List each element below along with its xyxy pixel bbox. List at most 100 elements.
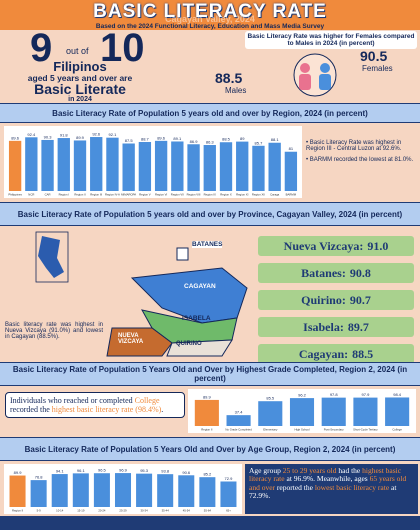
- x-tick-label: Region VIII: [187, 193, 201, 197]
- value-label: 89.6: [11, 135, 20, 140]
- bar: [73, 140, 87, 191]
- highlight-text: 25 to 29 years old: [282, 466, 337, 475]
- age-chart: 89.9 Region II 76.8 5-9 94.1 10-14 96.1 15-19 96…: [4, 464, 242, 514]
- bar: [93, 473, 110, 507]
- x-tick-label: Post-Secondary: [324, 428, 345, 432]
- hero-number: 10: [100, 26, 145, 70]
- x-tick-label: 35-44: [162, 509, 170, 513]
- map-label: NUEVA VIZCAYA: [118, 333, 144, 345]
- value-label: 96.2: [298, 393, 307, 398]
- province-value: 91.0: [367, 238, 389, 253]
- value-label: 86.9: [190, 139, 199, 144]
- province-item: Quirino: 90.7: [258, 290, 414, 310]
- bar: [9, 475, 26, 507]
- bar: [106, 137, 119, 191]
- note-text: Individuals who reached or completed: [10, 396, 135, 405]
- province-name: Nueva Vizcaya:: [283, 238, 364, 253]
- value-label: 90.3: [44, 134, 53, 139]
- map: [35, 231, 248, 357]
- value-label: 94.1: [56, 469, 65, 474]
- bar: [203, 145, 216, 191]
- bar: [114, 473, 132, 507]
- x-tick-label: 25-29: [119, 509, 127, 513]
- note: • Basic Literacy Rate was highest in Reg…: [306, 140, 402, 152]
- hero-text: Basic Literate: [34, 81, 126, 97]
- x-tick-label: No Grade Completed: [225, 428, 252, 432]
- province-value: 90.8: [349, 265, 371, 280]
- value-label: 86.3: [206, 140, 215, 145]
- x-tick-label: 15-19: [77, 509, 85, 513]
- value-label: 91.8: [60, 133, 69, 138]
- age-note: Age group 25 to 29 years old had the hig…: [245, 464, 418, 514]
- province-name: Batanes:: [301, 265, 346, 280]
- value-label: 89.9: [14, 470, 23, 475]
- value-label: 96.5: [98, 468, 107, 473]
- bar: [353, 397, 378, 426]
- value-label: 89.9: [76, 135, 85, 140]
- education-chart: 89.9 Region II 37.4 No Grade Completed 85.5 E…: [188, 389, 416, 433]
- note-text: .: [161, 405, 164, 414]
- map-label: CAGAYAN: [184, 283, 216, 290]
- note-text: reported the: [275, 482, 315, 492]
- value-label: 88.7: [141, 136, 150, 141]
- bar: [136, 473, 153, 507]
- bar: [321, 397, 346, 426]
- bar: [138, 141, 152, 191]
- bar: [252, 145, 265, 191]
- section-title: Basic Literacy Rate of Population 5 year…: [0, 103, 420, 123]
- value-label: 85.2: [203, 472, 212, 477]
- section-title: Basic Literacy Rate of Population 5 year…: [0, 202, 420, 226]
- value-label: 97.8: [330, 392, 339, 397]
- subtitle: Cagayan Valley, 2024: [165, 14, 255, 24]
- footer: [0, 516, 420, 530]
- x-tick-label: Elementary: [263, 428, 278, 432]
- bar: [194, 399, 219, 426]
- value-label: 88.1: [271, 137, 280, 142]
- x-tick-label: Philippines: [8, 193, 22, 197]
- x-tick-label: Region XII: [252, 193, 265, 197]
- header-band: [0, 0, 420, 30]
- x-tick-label: 20-24: [98, 509, 106, 513]
- x-tick-label: 55-64: [204, 509, 212, 513]
- province-name: Isabela:: [303, 319, 344, 334]
- map-label: QUIRINO: [176, 341, 202, 347]
- note-text: Basic Literacy Rate was highest in Regio…: [306, 140, 402, 152]
- bar: [30, 480, 47, 507]
- hero-number: 9: [30, 26, 53, 70]
- x-tick-label: Region II: [12, 509, 23, 513]
- value-label: 95.3: [140, 468, 149, 473]
- bar: [8, 140, 22, 191]
- value-label: 87.5: [125, 138, 134, 143]
- value-label: 72.9: [225, 476, 234, 481]
- bar: [289, 398, 315, 426]
- x-tick-label: Region III: [90, 193, 102, 197]
- bar: [178, 475, 195, 507]
- province-item: Cagayan: 88.5: [258, 344, 414, 364]
- x-tick-label: Region VI: [155, 193, 168, 197]
- x-tick-label: 30-34: [141, 509, 149, 513]
- note-text: at 96.9%. Meanwhile, ages: [284, 474, 370, 484]
- x-tick-label: High School: [294, 428, 309, 432]
- male-value: 88.5: [215, 70, 243, 86]
- highlight-text: highest basic literacy rate (98.4%): [51, 405, 162, 414]
- bar: [122, 143, 135, 191]
- note: • BARMM recorded the lowest at 81.0%.: [306, 157, 414, 163]
- bar: [226, 415, 251, 426]
- value-label: 92.1: [109, 132, 118, 137]
- highlight-text: College: [134, 396, 160, 405]
- x-tick-label: Region XI: [236, 193, 249, 197]
- x-tick-label: Region II: [201, 428, 212, 432]
- province-name: Quirino:: [301, 292, 346, 307]
- value-label: 96.1: [77, 468, 86, 473]
- value-label: 81: [289, 146, 294, 151]
- province-value: 90.7: [349, 292, 371, 307]
- note-text: BARMM recorded the lowest at 81.0%.: [309, 157, 414, 163]
- value-label: 37.4: [235, 410, 244, 415]
- bar: [284, 151, 298, 191]
- bar: [41, 139, 54, 191]
- x-tick-label: Region IV-A: [105, 193, 120, 197]
- x-tick-label: Region V: [139, 193, 151, 197]
- value-label: 92.4: [27, 132, 36, 137]
- bar: [385, 397, 410, 426]
- section-title: Basic Literacy Rate of Population 5 Year…: [0, 362, 420, 386]
